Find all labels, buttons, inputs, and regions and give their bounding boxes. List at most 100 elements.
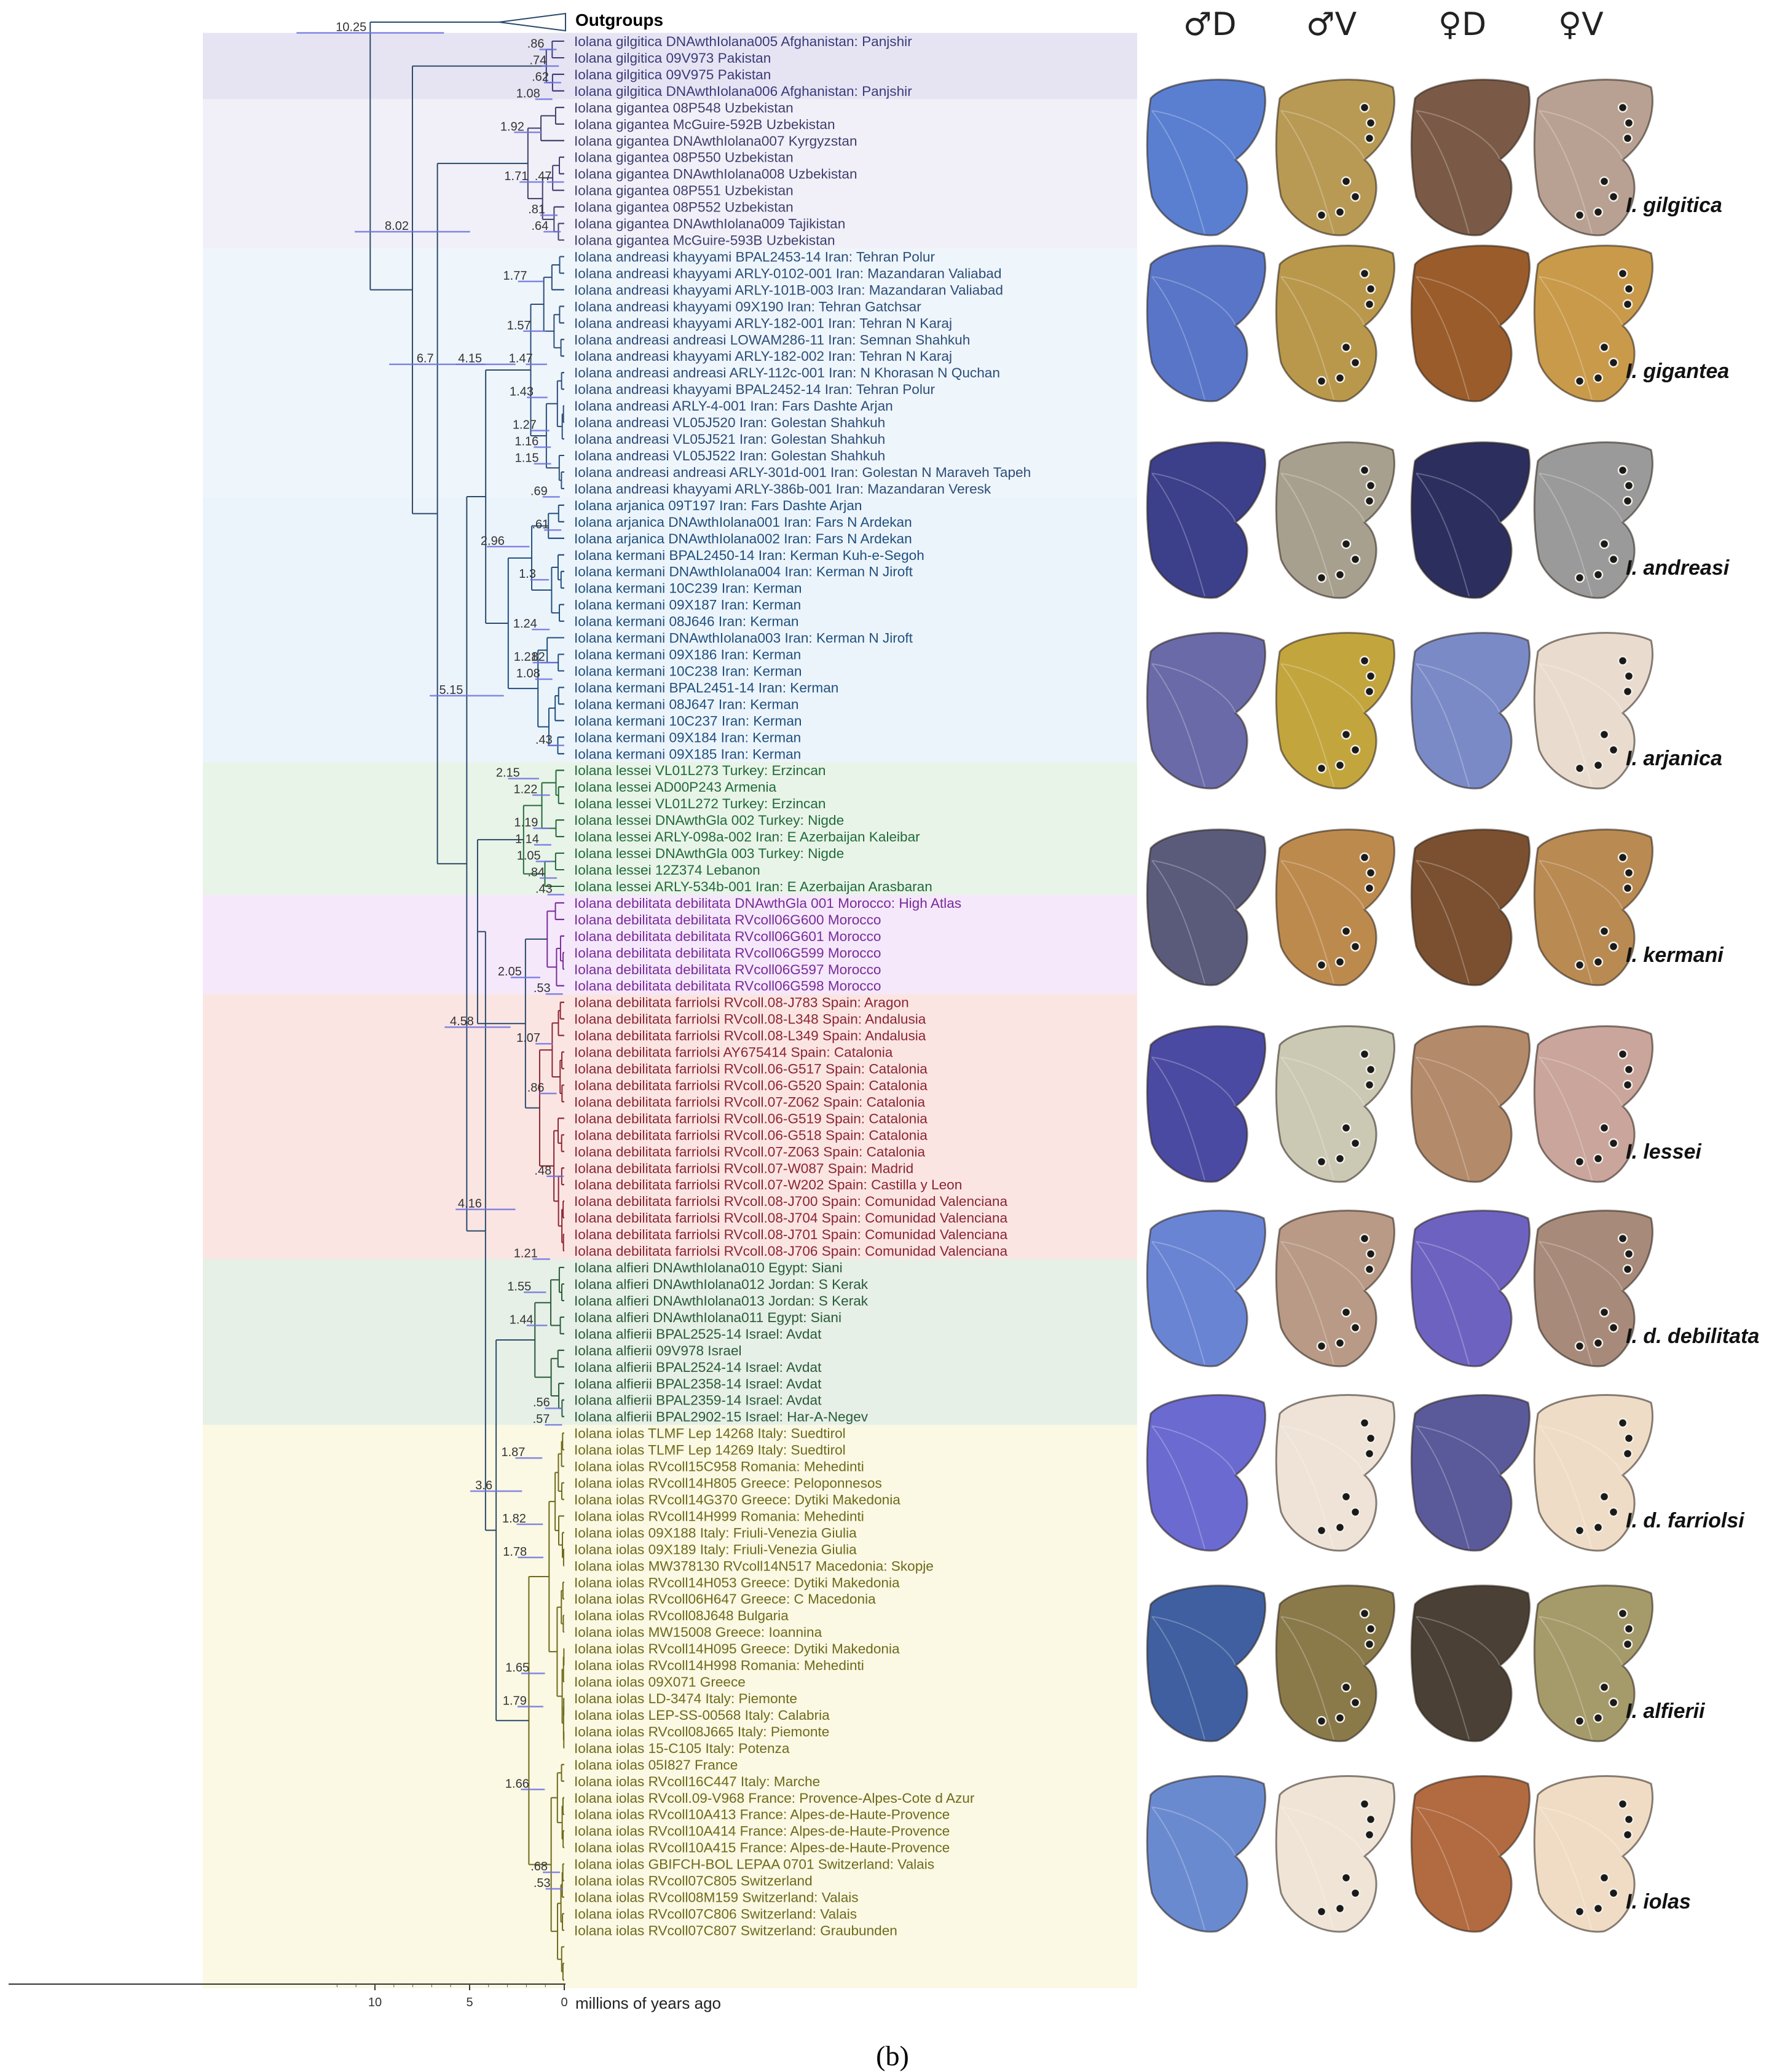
species-photo-row: I. kermani: [1143, 824, 1783, 990]
female-ventral-wing-photo: [1533, 829, 1653, 987]
tip-label: Iolana alfieri DNAwthIolana011 Egypt: Si…: [574, 1310, 841, 1325]
male-dorsal-wing-photo: [1146, 1394, 1266, 1552]
axis-tick-label: 5: [466, 1996, 473, 2009]
node-age-label: 1.14: [515, 833, 539, 846]
species-label: I. kermani: [1626, 943, 1724, 967]
female-ventral-wing-photo: [1533, 245, 1653, 403]
node-age-label: 4.15: [458, 352, 482, 366]
node-age-label: 2.96: [481, 534, 505, 548]
node-age-error-bars: [296, 32, 564, 1890]
species-label: I. gigantea: [1626, 360, 1730, 383]
tip-label: Iolana debilitata debilitata RVcoll06G60…: [574, 929, 881, 944]
tip-label: Iolana kermani 09X186 Iran: Kerman: [574, 647, 801, 663]
tip-label: Iolana debilitata farriolsi AY675414 Spa…: [574, 1045, 893, 1060]
tip-label: Iolana iolas RVcoll08J665 Italy: Piemont…: [574, 1724, 829, 1739]
node-age-label: .69: [530, 484, 548, 498]
time-axis: millions of years ago 10 5 0: [9, 1983, 721, 2012]
tip-label: Iolana andreasi khayyami BPAL2453-14 Ira…: [574, 249, 935, 264]
tip-label: Iolana debilitata debilitata RVcoll06G60…: [574, 912, 881, 928]
species-photo-row: I. alfierii: [1143, 1580, 1783, 1746]
node-age-label: 1.21: [514, 650, 538, 664]
node-age-label: .56: [533, 1396, 550, 1409]
tip-label: Iolana iolas RVcoll15C958 Romania: Mehed…: [574, 1459, 864, 1475]
male-ventral-wing-photo: [1275, 245, 1395, 403]
tip-label: Iolana lessei ARLY-098a-002 Iran: E Azer…: [574, 829, 920, 845]
clade-band-andreasi: [203, 248, 1137, 497]
tip-label: Iolana kermani 10C238 Iran: Kerman: [574, 663, 802, 679]
species-photo-row: I. andreasi: [1143, 436, 1783, 602]
header-male-ventral: ♂V: [1306, 6, 1357, 43]
tip-label: Iolana andreasi VL05J521 Iran: Golestan …: [574, 431, 885, 447]
tip-label: Iolana iolas MW15008 Greece: Ioannina: [574, 1625, 822, 1640]
male-dorsal-wing-photo: [1146, 1585, 1266, 1743]
tip-label: Iolana andreasi andreasi ARLY-301d-001 I…: [574, 465, 1031, 480]
male-dorsal-wing-photo: [1146, 1025, 1266, 1183]
node-age-label: .84: [527, 865, 545, 879]
node-age-label: 1.82: [502, 1512, 526, 1526]
node-age-label: 1.21: [514, 1247, 538, 1261]
node-age-label: .82: [528, 650, 545, 664]
tip-label: Iolana lessei VL01L272 Turkey: Erzincan: [574, 796, 826, 811]
tip-label: Iolana iolas 09X189 Italy: Friuli-Venezi…: [574, 1542, 857, 1557]
female-dorsal-wing-photo: [1410, 1585, 1531, 1743]
species-label: I. d. debilitata: [1626, 1325, 1760, 1348]
female-dorsal-wing-photo: [1410, 79, 1531, 237]
node-age-label: 1.24: [513, 617, 537, 631]
node-age-label: .86: [527, 1081, 545, 1095]
node-age-label: 1.3: [519, 567, 536, 581]
node-age-label: .64: [531, 219, 548, 233]
male-ventral-wing-photo: [1275, 441, 1395, 599]
species-label: I. lessei: [1626, 1140, 1701, 1164]
node-age-label: 1.43: [510, 385, 534, 399]
tip-label: Iolana kermani DNAwthIolana003 Iran: Ker…: [574, 631, 913, 646]
male-ventral-wing-photo: [1275, 1394, 1395, 1552]
tip-label: Iolana kermani 10C237 Iran: Kerman: [574, 713, 802, 728]
tip-label: Iolana iolas RVcoll10A415 France: Alpes-…: [574, 1840, 950, 1856]
node-age-label: 2.05: [498, 965, 522, 979]
tip-label: Iolana alfierii BPAL2358-14 Israel: Avda…: [574, 1376, 822, 1392]
male-ventral-wing-photo: [1275, 1025, 1395, 1183]
male-ventral-wing-photo: [1275, 829, 1395, 987]
tip-label: Iolana gigantea 08P552 Uzbekistan: [574, 200, 794, 215]
node-age-label: 1.44: [510, 1313, 534, 1326]
tip-label: Iolana iolas TLMF Lep 14268 Italy: Suedt…: [574, 1426, 846, 1441]
node-age-label: .86: [527, 37, 545, 50]
tip-label: Iolana iolas 09X071 Greece: [574, 1674, 746, 1690]
tip-label: Iolana lessei ARLY-534b-001 Iran: E Azer…: [574, 879, 932, 894]
node-age-label: .57: [533, 1412, 550, 1426]
node-age-label: .62: [532, 70, 549, 84]
tip-label: Iolana lessei 12Z374 Lebanon: [574, 862, 760, 878]
female-ventral-wing-photo: [1533, 1585, 1653, 1743]
tip-label: Iolana debilitata farriolsi RVcoll.08-J7…: [574, 1210, 1007, 1226]
node-age-label: 1.27: [513, 419, 537, 432]
clade-band-farriolsi: [203, 994, 1137, 1259]
node-age-label: 1.71: [504, 170, 528, 183]
clade-band-gigantea: [203, 99, 1137, 248]
tip-label: Iolana debilitata farriolsi RVcoll.08-J7…: [574, 1227, 1007, 1242]
tip-label: Iolana andreasi khayyami ARLY-182-002 Ir…: [574, 349, 952, 364]
species-photo-row: I. d. farriolsi: [1143, 1389, 1783, 1555]
tree-branches: [369, 12, 566, 1981]
female-ventral-wing-photo: [1533, 441, 1653, 599]
node-age-label: 2.15: [496, 766, 520, 780]
tip-label: Iolana gilgitica 09V973 Pakistan: [574, 50, 771, 66]
header-male-dorsal: ♂D: [1183, 6, 1237, 43]
tip-label: Iolana kermani 09X185 Iran: Kerman: [574, 746, 801, 762]
tip-label: Iolana andreasi khayyami ARLY-386b-001 I…: [574, 481, 991, 497]
male-ventral-wing-photo: [1275, 632, 1395, 790]
node-age-label: 1.78: [503, 1545, 527, 1559]
tip-label: Iolana alfierii BPAL2524-14 Israel: Avda…: [574, 1360, 822, 1375]
tip-label: Iolana iolas 09X188 Italy: Friuli-Venezi…: [574, 1525, 857, 1540]
tip-label: Iolana kermani 09X184 Iran: Kerman: [574, 730, 801, 745]
female-dorsal-wing-photo: [1410, 1775, 1531, 1933]
tip-label: Iolana gilgitica 09V975 Pakistan: [574, 67, 771, 82]
tip-label: Iolana debilitata farriolsi RVcoll.06-G5…: [574, 1127, 928, 1143]
species-label: I. iolas: [1626, 1890, 1691, 1913]
female-dorsal-wing-photo: [1410, 1394, 1531, 1552]
node-age-label: .47: [535, 170, 552, 183]
node-age-label: .48: [534, 1164, 551, 1178]
tip-label: Iolana andreasi khayyami ARLY-0102-001 I…: [574, 266, 1001, 281]
node-age-label: 6.7: [417, 352, 434, 366]
tip-label: Iolana iolas RVcoll07C807 Switzerland: G…: [574, 1923, 897, 1938]
tip-label: Iolana andreasi khayyami BPAL2452-14 Ira…: [574, 382, 935, 397]
